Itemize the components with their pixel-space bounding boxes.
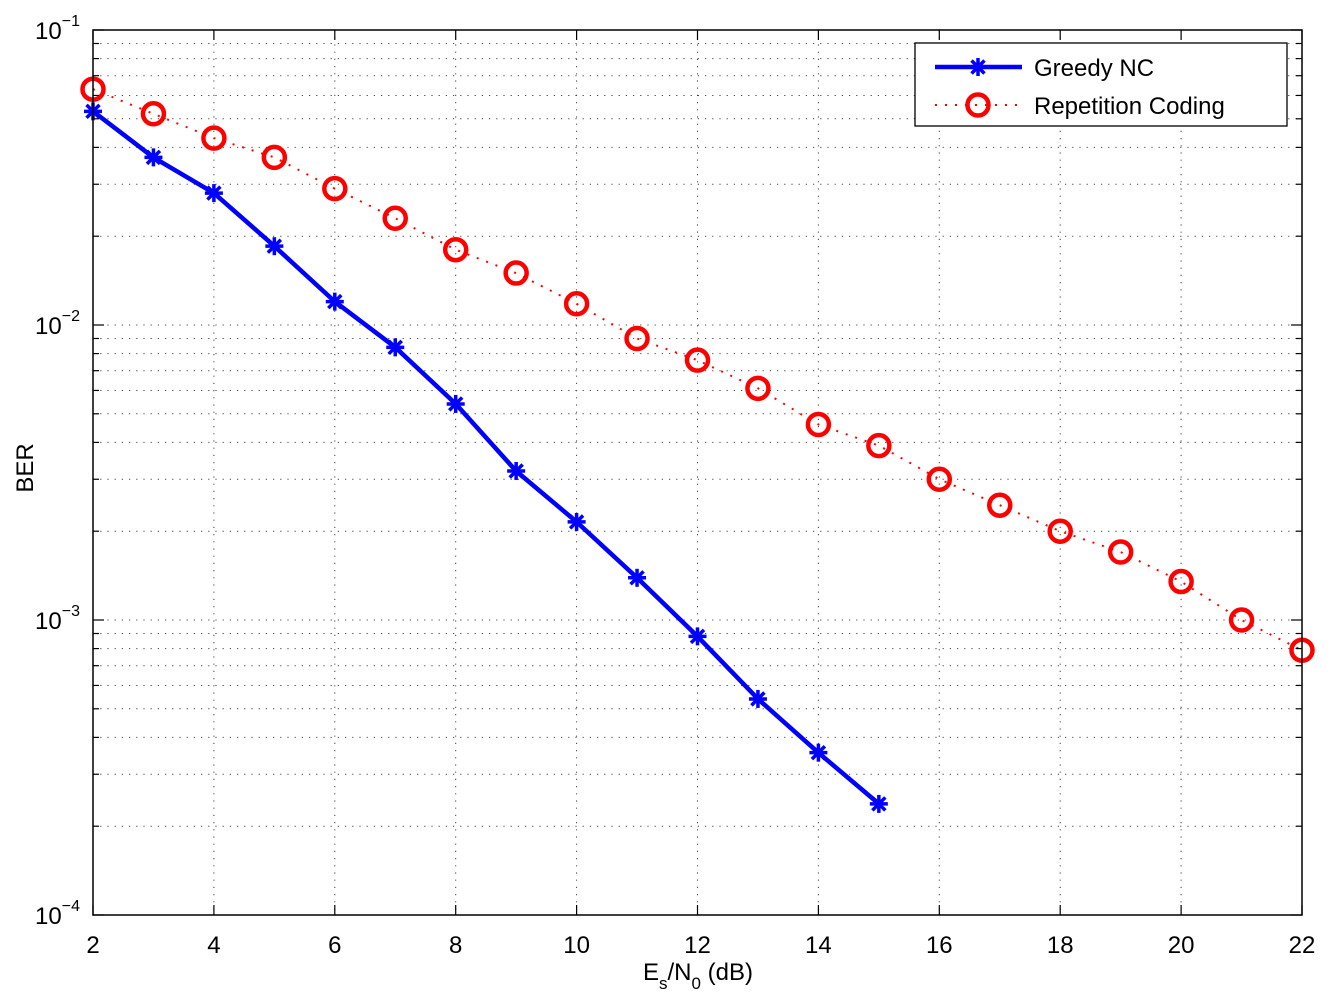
data-point: [382, 205, 408, 232]
data-point: [987, 492, 1013, 518]
y-tick-labels: 10−4 10−3 10−2 10−1: [35, 13, 80, 930]
data-point: [265, 237, 284, 256]
data-point: [201, 125, 227, 151]
series-1: [80, 76, 1315, 663]
legend-box: [914, 42, 1288, 127]
x-tick-label: 4: [207, 932, 220, 959]
x-tick-label: 16: [926, 932, 953, 959]
data-point: [446, 394, 465, 413]
data-point: [869, 794, 888, 813]
x-tick-label: 6: [328, 932, 341, 959]
data-point: [204, 184, 223, 203]
data-point: [563, 291, 590, 317]
x-tick-label: 12: [684, 932, 711, 959]
data-point: [140, 101, 167, 127]
data-point: [805, 411, 832, 438]
data-point: [1228, 607, 1255, 633]
x-axis-label: Es/N0 (dB): [643, 959, 753, 993]
x-tick-label: 2: [86, 932, 99, 959]
x-tick-labels: 2 4 6 8 10 12 14 16 18 20 22: [86, 932, 1315, 959]
data-point: [628, 568, 647, 587]
data-point: [1047, 518, 1073, 544]
data-point: [1168, 568, 1194, 595]
data-point: [866, 432, 892, 459]
data-point: [748, 689, 767, 708]
data-point: [809, 743, 828, 762]
y-tick-label: 10−4: [35, 898, 80, 930]
axis-ticks: [92, 29, 1303, 916]
legend-marker: [965, 92, 991, 118]
legend-marker: [969, 58, 987, 76]
data-point: [261, 144, 288, 171]
x-tick-label: 18: [1047, 932, 1074, 959]
y-tick-label: 10−1: [35, 13, 80, 45]
x-tick-label: 14: [805, 932, 832, 959]
y-tick-label: 10−3: [35, 603, 80, 635]
data-point: [745, 375, 771, 402]
y-tick-label: 10−2: [35, 308, 80, 340]
series-0: [84, 102, 888, 813]
legend-label: Repetition Coding: [1034, 93, 1225, 120]
x-tick-label: 22: [1289, 932, 1316, 959]
data-point: [684, 347, 711, 373]
legend-entry: Greedy NC: [935, 55, 1154, 82]
data-point: [503, 260, 529, 286]
data-point: [322, 175, 348, 202]
legend-label: Greedy NC: [1034, 55, 1154, 82]
series-layer: [80, 76, 1315, 813]
data-point: [325, 292, 344, 311]
data-point: [926, 466, 953, 492]
x-tick-label: 20: [1168, 932, 1195, 959]
series-line: [91, 109, 881, 806]
y-axis-label: BER: [12, 443, 39, 492]
data-point: [567, 512, 586, 531]
data-point: [442, 236, 469, 263]
x-tick-label: 8: [449, 932, 462, 959]
data-point: [688, 627, 707, 646]
x-tick-label: 10: [563, 932, 590, 959]
data-point: [386, 338, 405, 357]
data-point: [507, 461, 526, 480]
legend: Greedy NC Repetition Coding: [914, 42, 1288, 127]
data-point: [624, 325, 650, 352]
legend-entry: Repetition Coding: [935, 92, 1225, 120]
data-point: [144, 148, 163, 167]
data-point: [1107, 539, 1134, 565]
